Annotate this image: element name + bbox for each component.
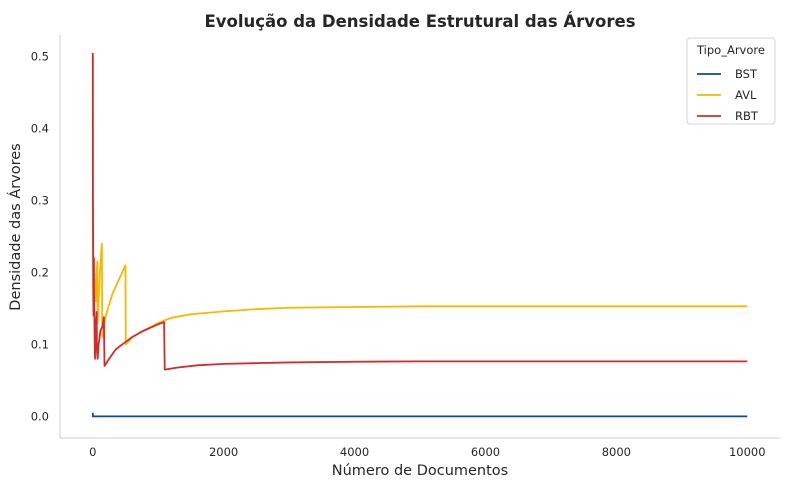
series-lines xyxy=(91,52,748,418)
legend: Tipo_Arvore BST AVL RBT xyxy=(686,37,776,125)
x-tick-label: 0 xyxy=(89,445,96,459)
x-axis-label: Número de Documentos xyxy=(332,463,509,479)
y-tick-label: 0.2 xyxy=(31,265,49,279)
y-tick-label: 0.1 xyxy=(31,337,49,351)
legend-title: Tipo_Arvore xyxy=(696,43,765,57)
series-line-avl xyxy=(91,56,748,346)
x-tick-label: 2000 xyxy=(209,445,238,459)
legend-label-bst: BST xyxy=(735,67,758,81)
x-tick-label: 8000 xyxy=(602,445,631,459)
y-axis-ticks: 0.0 0.1 0.2 0.3 0.4 0.5 xyxy=(31,50,49,424)
y-tick-label: 0.4 xyxy=(31,122,49,136)
x-tick-label: 10000 xyxy=(729,445,766,459)
axes-spines xyxy=(59,35,780,439)
y-axis-label: Densidade das Árvores xyxy=(7,143,24,310)
series-line-bst xyxy=(91,412,748,418)
y-tick-label: 0.0 xyxy=(31,409,49,423)
legend-box xyxy=(686,37,776,125)
y-tick-label: 0.5 xyxy=(31,50,49,64)
legend-label-rbt: RBT xyxy=(735,109,759,123)
x-tick-label: 6000 xyxy=(471,445,500,459)
legend-label-avl: AVL xyxy=(735,88,757,102)
chart-title: Evolução da Densidade Estrutural das Árv… xyxy=(204,12,635,31)
x-tick-label: 4000 xyxy=(340,445,369,459)
series-line-rbt xyxy=(91,52,748,371)
y-tick-label: 0.3 xyxy=(31,194,49,208)
x-axis-ticks: 0 2000 4000 6000 8000 10000 xyxy=(89,445,766,459)
